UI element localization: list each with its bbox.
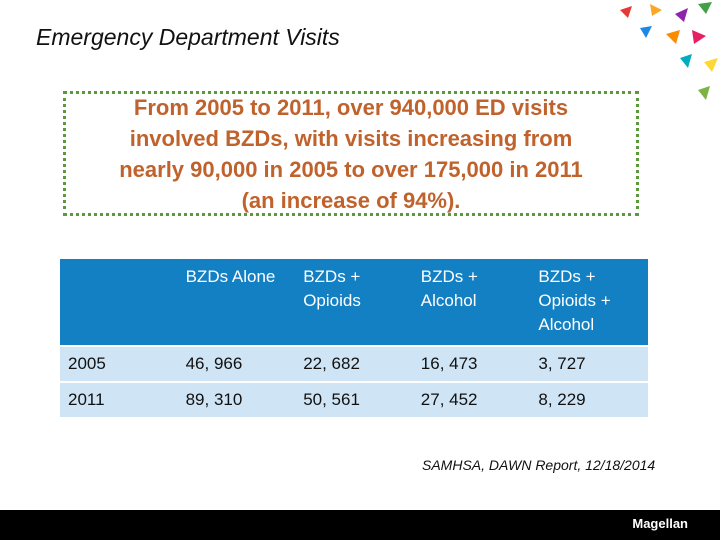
callout-text: From 2005 to 2011, over 940,000 ED visit… <box>119 94 583 213</box>
header-cell <box>60 259 178 345</box>
header-cell: BZDs Alone <box>177 259 296 345</box>
source: SAMHSA, DAWN Report, 12/18/2014 <box>422 457 656 473</box>
header-cell: BZDs + Opioids + Alcohol <box>530 259 648 345</box>
table-cell: 50, 561 <box>295 383 413 417</box>
logo: Magellan <box>632 516 688 531</box>
header-cell: BZDs + Opioids <box>295 259 413 345</box>
table-cell: 22, 682 <box>295 347 413 381</box>
table-row: 2011 89, 310 50, 561 27, 452 8, 229 <box>60 383 648 417</box>
header-cell: BZDs + Alcohol <box>412 259 531 345</box>
callout-box: From 2005 to 2011, over 940,000 ED visit… <box>63 91 639 216</box>
table-cell: 89, 310 <box>177 383 296 417</box>
table-cell: 16, 473 <box>412 347 531 381</box>
decoration <box>620 2 718 100</box>
footer-bar: Magellan <box>0 510 720 540</box>
table-cell: 27, 452 <box>412 383 531 417</box>
header-row: BZDs Alone BZDs + Opioids BZDs + Alcohol… <box>60 259 648 345</box>
table-cell: 8, 229 <box>530 383 648 417</box>
row-label: 2011 <box>60 383 178 417</box>
title: Emergency Department Visits <box>36 24 340 50</box>
data-table: BZDs Alone BZDs + Opioids BZDs + Alcohol… <box>60 257 648 419</box>
table-body: 2005 46, 966 22, 682 16, 473 3, 727 2011 89, 3… <box>60 347 648 417</box>
table-cell: 46, 966 <box>177 347 296 381</box>
table-cell: 3, 727 <box>530 347 648 381</box>
row-label: 2005 <box>60 347 178 381</box>
table-row: 2005 46, 966 22, 682 16, 473 3, 727 <box>60 347 648 381</box>
